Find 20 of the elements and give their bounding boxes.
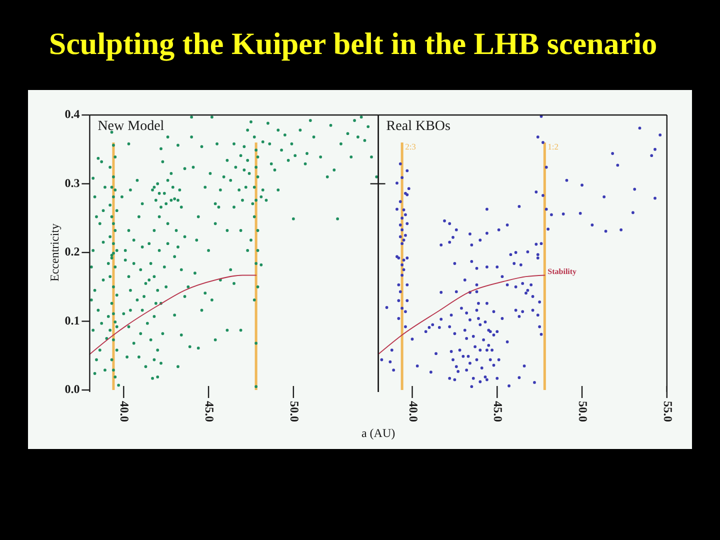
x-tick-label: 45.0 — [202, 401, 217, 422]
y-tick-label: 0.4 — [64, 106, 80, 121]
y-tick-label: 0.1 — [64, 313, 80, 327]
x-tick-label: 45.0 — [491, 401, 506, 422]
y-tick-label: 0.0 — [64, 382, 80, 396]
x-tick-label: 55.0 — [661, 401, 676, 422]
y-tick-label: 0.2 — [64, 244, 80, 258]
y-axis-title: Eccentricity — [47, 224, 62, 282]
annotation: Real KBOs — [386, 119, 450, 134]
annotation: 2:3 — [405, 142, 416, 152]
chart-title: Sculpting the Kuiper belt in the LHB scenario — [48, 26, 658, 61]
annotation: New Model — [98, 119, 164, 134]
x-axis-title: a (AU) — [361, 426, 396, 440]
series-label: Stability — [548, 267, 577, 276]
x-tick-label: 50.0 — [576, 401, 590, 422]
x-tick-label: 40.0 — [118, 401, 132, 422]
x-tick-label: 50.0 — [288, 401, 302, 422]
annotation: 1:2 — [548, 142, 559, 152]
x-tick-label: 40.0 — [406, 401, 421, 422]
y-tick-label: 0.3 — [64, 176, 80, 190]
